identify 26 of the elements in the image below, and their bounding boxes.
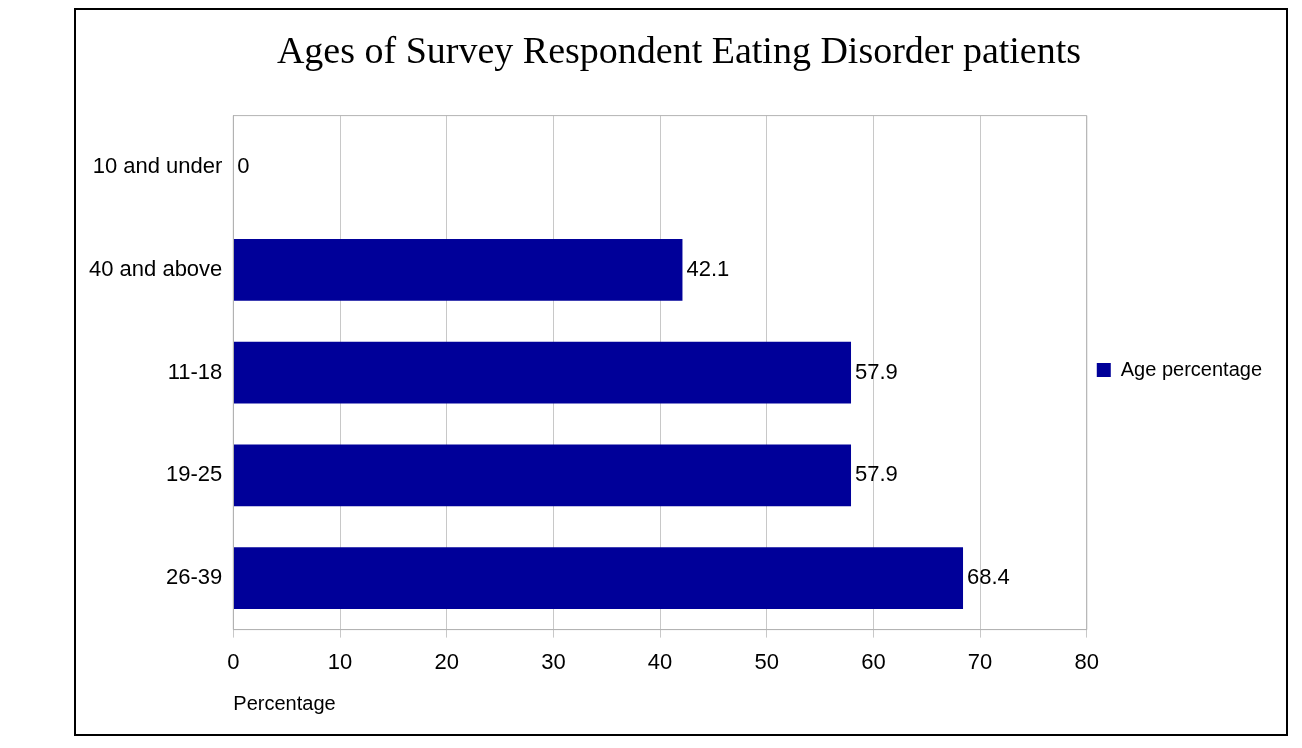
bar (233, 444, 852, 507)
y-tick-label: 26-39 (166, 564, 223, 590)
chart-title: Ages of Survey Respondent Eating Disorder patients (276, 28, 1082, 71)
bar (233, 238, 683, 301)
x-tick-label: 10 (327, 648, 353, 674)
data-label: 42.1 (686, 255, 730, 281)
x-axis-title: Percentage (233, 691, 336, 714)
x-tick-label: 20 (434, 648, 459, 674)
x-tick-label: 80 (1074, 648, 1100, 674)
data-label: 57.9 (855, 358, 898, 384)
x-tick-label: 30 (541, 648, 566, 674)
y-tick-label: 40 and above (89, 255, 223, 281)
y-tick-label: 19-25 (166, 461, 223, 487)
y-tick-label: 10 and under (92, 153, 223, 179)
x-tick-label: 0 (227, 648, 240, 674)
data-label: 57.9 (855, 461, 898, 487)
bar (233, 547, 964, 610)
x-tick-label: 70 (967, 648, 993, 674)
x-tick-label: 60 (861, 648, 886, 674)
legend-label: Age percentage (1120, 357, 1263, 380)
x-tick-label: 40 (647, 648, 673, 674)
y-tick-label: 11-18 (167, 358, 223, 384)
data-label: 68.4 (967, 564, 1010, 590)
data-label: 0 (237, 153, 250, 179)
bar (233, 341, 852, 404)
x-tick-label: 50 (754, 648, 779, 674)
